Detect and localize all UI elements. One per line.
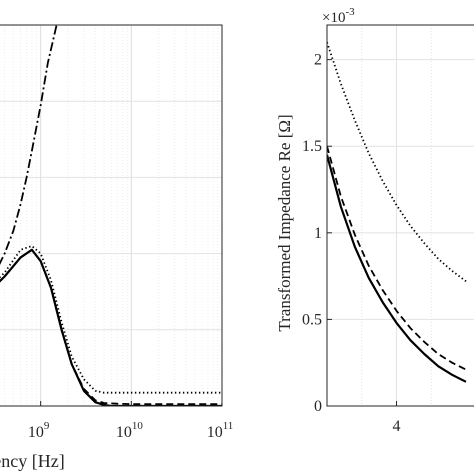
right-y-axis-label: Transformed Impedance Re [Ω] bbox=[275, 114, 294, 331]
right-y-ticks: 0 0.5 1 1.5 2 bbox=[302, 52, 332, 415]
right-y-tick-label: 1.5 bbox=[302, 138, 322, 155]
right-series-group bbox=[327, 42, 467, 383]
right-y-tick-label: 0 bbox=[314, 398, 322, 415]
left-x-tick-label: 109 bbox=[28, 420, 50, 441]
right-series-line-dashed bbox=[327, 145, 467, 371]
left-series-group bbox=[0, 25, 222, 406]
left-grid bbox=[0, 25, 222, 406]
right-x-ticks: 4 bbox=[393, 401, 401, 435]
left-x-tick-label: 1011 bbox=[207, 420, 234, 441]
right-series-line-solid bbox=[327, 154, 467, 383]
left-panel: 109 1010 1011 Frequency [Hz] bbox=[0, 24, 233, 471]
right-panel: 0 0.5 1 1.5 2 4 ×10-3 Transformed Impedance … bbox=[275, 6, 474, 435]
left-x-axis-label: Frequency [Hz] bbox=[0, 451, 65, 471]
left-x-tick-label: 1010 bbox=[116, 420, 144, 441]
right-y-tick-label: 2 bbox=[314, 52, 322, 69]
right-y-multiplier: ×10-3 bbox=[322, 6, 355, 26]
left-x-ticks: 109 1010 1011 bbox=[28, 401, 233, 441]
right-y-tick-label: 1 bbox=[314, 225, 322, 242]
right-plot-area bbox=[327, 25, 474, 406]
left-series-line-dotted bbox=[0, 245, 222, 394]
right-x-tick-label: 4 bbox=[393, 418, 401, 435]
left-series-line-dashed bbox=[0, 248, 222, 406]
right-axes-frame bbox=[326, 24, 474, 407]
right-y-tick-label: 0.5 bbox=[302, 311, 322, 328]
left-axes-frame bbox=[0, 24, 223, 407]
